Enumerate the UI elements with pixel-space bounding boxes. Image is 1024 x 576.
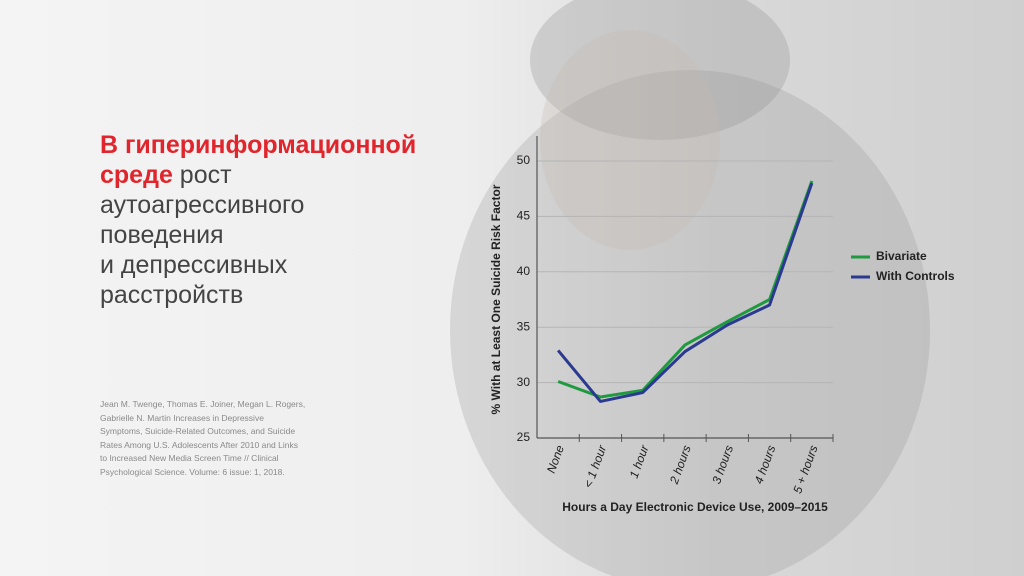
x-tick-label: < 1 hour	[581, 442, 610, 489]
heading-text: и депрессивных	[100, 251, 288, 279]
heading-line: расстройств	[100, 280, 416, 310]
background-photo	[450, 0, 930, 576]
citation-line: Gabrielle N. Martin Increases in Depress…	[100, 412, 264, 423]
citation-line: Symptoms, Suicide-Related Outcomes, and …	[100, 426, 296, 436]
y-tick-label: 40	[517, 264, 531, 278]
x-tick-label: 5 + hours	[790, 443, 820, 495]
citation: Jean M. Twenge, Thomas E. Joiner, Megan …	[100, 398, 330, 479]
citation-line: to Increased New Media Screen Time // Cl…	[100, 453, 279, 463]
series-line	[556, 182, 814, 403]
heading-line: поведения	[100, 220, 416, 250]
x-tick-label: 3 hours	[709, 443, 736, 485]
y-axis-label: % With at Least One Suicide Risk Factor	[489, 184, 503, 414]
heading-text: поведения	[100, 221, 224, 249]
y-tick-label: 35	[517, 319, 531, 333]
citation-line: Rates Among U.S. Adolescents After 2010 …	[100, 439, 298, 450]
y-tick-label: 25	[517, 430, 531, 444]
heading-line: среде рост	[100, 160, 416, 190]
y-tick-label: 45	[517, 209, 531, 223]
heading-line: аутоагрессивного	[100, 190, 416, 220]
heading-text: рост	[172, 161, 232, 189]
x-tick-label: 4 hours	[752, 443, 779, 485]
heading-text: среде	[100, 161, 173, 189]
x-tick-label: None	[544, 443, 567, 475]
heading-text: расстройств	[100, 281, 244, 309]
citation-line: Jean M. Twenge, Thomas E. Joiner, Megan …	[100, 399, 306, 409]
citation-line: Psychological Science. Volume: 6 issue: …	[100, 466, 285, 477]
y-tick-label: 50	[517, 153, 531, 167]
x-axis-label: Hours a Day Electronic Device Use, 2009–…	[562, 500, 828, 514]
heading-text: аутоагрессивного	[100, 191, 305, 219]
x-tick-label: 2 hours	[667, 443, 694, 486]
x-tick-label: 1 hour	[627, 442, 652, 480]
y-tick-label: 30	[517, 375, 531, 389]
heading-text: В гиперинформационной	[100, 131, 417, 159]
legend-label: Bivariate	[876, 249, 927, 263]
legend-label: With Controls	[876, 269, 955, 283]
series-line	[557, 180, 814, 399]
heading-line: и депрессивных	[100, 250, 416, 280]
heading-line: В гиперинформационной	[100, 130, 416, 160]
heading: В гиперинформационной среде рост аутоагрес…	[100, 130, 416, 310]
